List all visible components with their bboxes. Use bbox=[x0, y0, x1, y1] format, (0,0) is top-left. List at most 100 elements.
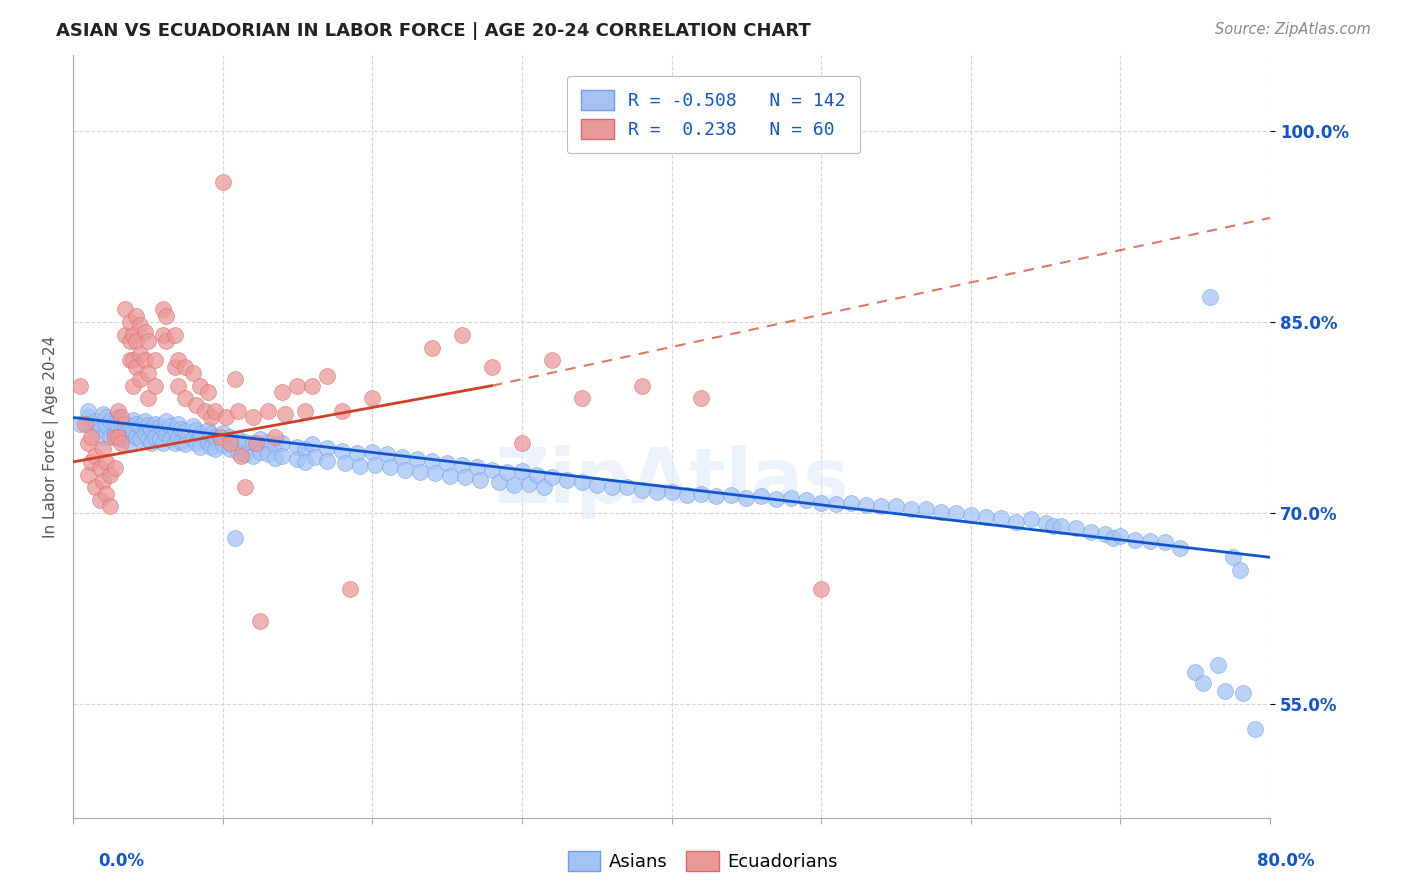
Point bbox=[316, 368, 339, 383]
Point bbox=[204, 404, 226, 418]
Point bbox=[630, 483, 652, 497]
Point bbox=[645, 485, 668, 500]
Point bbox=[174, 437, 197, 451]
Point bbox=[510, 464, 533, 478]
Point bbox=[264, 429, 287, 443]
Point bbox=[510, 436, 533, 450]
Point bbox=[89, 461, 111, 475]
Point bbox=[349, 458, 371, 473]
Point bbox=[114, 417, 136, 431]
Point bbox=[242, 449, 264, 463]
Point bbox=[136, 418, 159, 433]
Point bbox=[361, 444, 384, 458]
Point bbox=[361, 392, 384, 406]
Point bbox=[271, 449, 294, 463]
Point bbox=[780, 491, 803, 505]
Point bbox=[661, 485, 683, 500]
Point bbox=[394, 462, 416, 476]
Point bbox=[839, 495, 862, 509]
Point bbox=[149, 419, 172, 434]
Point bbox=[143, 417, 166, 431]
Point bbox=[571, 475, 593, 490]
Point bbox=[134, 353, 156, 368]
Point bbox=[104, 417, 127, 431]
Point bbox=[134, 427, 156, 442]
Point bbox=[110, 410, 132, 425]
Point bbox=[155, 334, 177, 348]
Point bbox=[242, 436, 264, 450]
Point bbox=[100, 500, 122, 514]
Point bbox=[197, 436, 219, 450]
Legend: R = -0.508   N = 142, R =  0.238   N = 60: R = -0.508 N = 142, R = 0.238 N = 60 bbox=[567, 76, 860, 153]
Point bbox=[287, 440, 309, 454]
Point bbox=[211, 438, 233, 452]
Point bbox=[1199, 290, 1222, 304]
Text: Source: ZipAtlas.com: Source: ZipAtlas.com bbox=[1215, 22, 1371, 37]
Point bbox=[571, 392, 593, 406]
Point bbox=[294, 455, 316, 469]
Point bbox=[118, 419, 141, 434]
Point bbox=[188, 378, 211, 392]
Point bbox=[181, 432, 204, 446]
Point bbox=[143, 429, 166, 443]
Point bbox=[884, 500, 907, 514]
Point bbox=[735, 491, 758, 505]
Point bbox=[77, 404, 100, 418]
Point bbox=[271, 385, 294, 400]
Point bbox=[184, 423, 207, 437]
Point bbox=[294, 404, 316, 418]
Point bbox=[533, 480, 555, 494]
Point bbox=[219, 442, 242, 457]
Point bbox=[166, 353, 188, 368]
Point bbox=[555, 473, 578, 487]
Point bbox=[1035, 516, 1057, 530]
Point bbox=[1064, 521, 1087, 535]
Point bbox=[136, 392, 159, 406]
Point bbox=[163, 423, 186, 437]
Point bbox=[585, 478, 607, 492]
Point bbox=[159, 419, 181, 434]
Point bbox=[765, 491, 787, 506]
Point bbox=[1168, 541, 1191, 556]
Point bbox=[316, 453, 339, 467]
Point bbox=[233, 434, 256, 449]
Point bbox=[110, 436, 132, 450]
Point bbox=[900, 502, 922, 516]
Point bbox=[391, 450, 413, 464]
Point bbox=[181, 419, 204, 434]
Legend: Asians, Ecuadorians: Asians, Ecuadorians bbox=[561, 844, 845, 879]
Point bbox=[600, 480, 623, 494]
Point bbox=[170, 422, 193, 436]
Point bbox=[423, 467, 446, 481]
Point bbox=[174, 359, 197, 374]
Point bbox=[675, 488, 697, 502]
Point bbox=[84, 480, 107, 494]
Point bbox=[184, 436, 207, 450]
Point bbox=[406, 452, 429, 467]
Point bbox=[149, 432, 172, 446]
Point bbox=[375, 447, 398, 461]
Point bbox=[134, 326, 156, 340]
Point bbox=[304, 450, 326, 464]
Point bbox=[1094, 527, 1116, 541]
Point bbox=[94, 455, 117, 469]
Point bbox=[197, 385, 219, 400]
Point bbox=[1184, 665, 1206, 679]
Point bbox=[200, 427, 222, 442]
Point bbox=[451, 327, 474, 342]
Point bbox=[1154, 535, 1177, 549]
Point bbox=[84, 449, 107, 463]
Point bbox=[226, 444, 249, 458]
Point bbox=[420, 341, 443, 355]
Point bbox=[104, 461, 127, 475]
Point bbox=[1191, 676, 1213, 690]
Point bbox=[420, 453, 443, 467]
Point bbox=[1080, 524, 1102, 539]
Point bbox=[256, 434, 278, 449]
Point bbox=[139, 422, 162, 436]
Point bbox=[264, 438, 287, 452]
Point bbox=[80, 429, 103, 443]
Point bbox=[91, 429, 114, 443]
Point bbox=[211, 175, 233, 189]
Point bbox=[121, 327, 143, 342]
